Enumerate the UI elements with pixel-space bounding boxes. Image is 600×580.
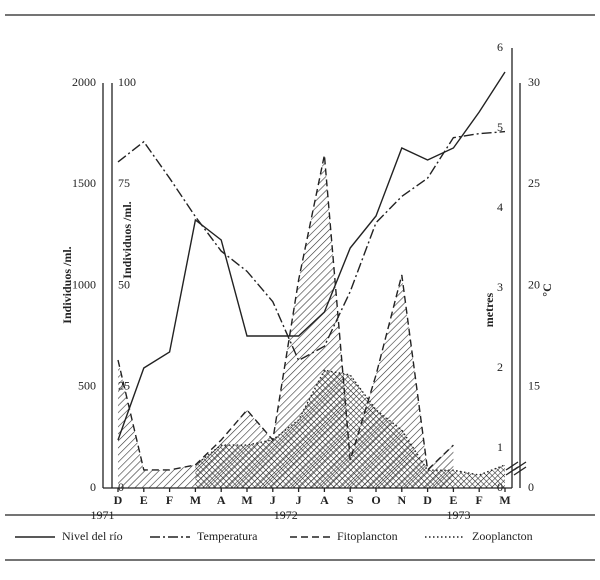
y-tick-label: 0 bbox=[90, 480, 96, 494]
y-tick-label: 100 bbox=[118, 75, 136, 89]
y-tick-label: 4 bbox=[497, 200, 503, 214]
x-tick-label: D bbox=[423, 493, 432, 507]
x-tick-label: D bbox=[114, 493, 123, 507]
year-label: 1972 bbox=[274, 508, 298, 522]
x-tick-label: M bbox=[190, 493, 201, 507]
y-axis-label: °C bbox=[540, 283, 554, 296]
y-tick-label: 6 bbox=[497, 40, 503, 54]
y-axis-label: Individuos /ml. bbox=[60, 246, 74, 323]
area-fill bbox=[195, 370, 505, 488]
areas bbox=[118, 155, 505, 488]
series-line bbox=[117, 154, 454, 472]
x-tick-label: M bbox=[241, 493, 252, 507]
year-label: 1973 bbox=[447, 508, 471, 522]
y-tick-label: 75 bbox=[118, 176, 130, 190]
legend-label: Zooplancton bbox=[472, 529, 533, 543]
x-tick-label: F bbox=[166, 493, 173, 507]
x-tick-label: O bbox=[371, 493, 380, 507]
y-tick-label: 3 bbox=[497, 280, 503, 294]
x-tick-label: J bbox=[296, 493, 302, 507]
series-line bbox=[117, 130, 506, 362]
x-tick-label: E bbox=[449, 493, 457, 507]
axis-break-label: 0 bbox=[497, 480, 503, 494]
y-tick-label: 15 bbox=[528, 379, 540, 393]
y-tick-label: 5 bbox=[497, 120, 503, 134]
x-tick-label: S bbox=[347, 493, 354, 507]
y-tick-label: 25 bbox=[528, 176, 540, 190]
x-tick-label: F bbox=[476, 493, 483, 507]
x-tick-label: M bbox=[499, 493, 510, 507]
year-label: 1971 bbox=[91, 508, 115, 522]
x-tick-label: A bbox=[320, 493, 329, 507]
y-axis-label: Individuos /ml. bbox=[120, 201, 134, 278]
x-tick-label: N bbox=[397, 493, 406, 507]
x-tick-label: J bbox=[270, 493, 276, 507]
series-line bbox=[194, 369, 506, 476]
legend-label: Fitoplancton bbox=[337, 529, 398, 543]
y-axis-label: metres bbox=[482, 292, 496, 327]
y-tick-label: 20 bbox=[528, 277, 540, 291]
y-tick-label: 1000 bbox=[72, 277, 96, 291]
legend-label: Temperatura bbox=[197, 529, 258, 543]
y-tick-label: 500 bbox=[78, 379, 96, 393]
y-tick-label: 2000 bbox=[72, 75, 96, 89]
series-line bbox=[117, 71, 506, 441]
axis-break-marks bbox=[505, 461, 527, 476]
y-tick-label: 30 bbox=[528, 75, 540, 89]
y-tick-label: 50 bbox=[118, 277, 130, 291]
legend-label: Nivel del río bbox=[62, 529, 123, 543]
x-tick-label: E bbox=[140, 493, 148, 507]
y-tick-label: 1500 bbox=[72, 176, 96, 190]
y-tick-label: 2 bbox=[497, 360, 503, 374]
y-tick-label: 1 bbox=[497, 440, 503, 454]
y-tick-label: 0 bbox=[118, 480, 124, 494]
x-tick-label: A bbox=[217, 493, 226, 507]
axis-break-label: 0 bbox=[528, 480, 534, 494]
